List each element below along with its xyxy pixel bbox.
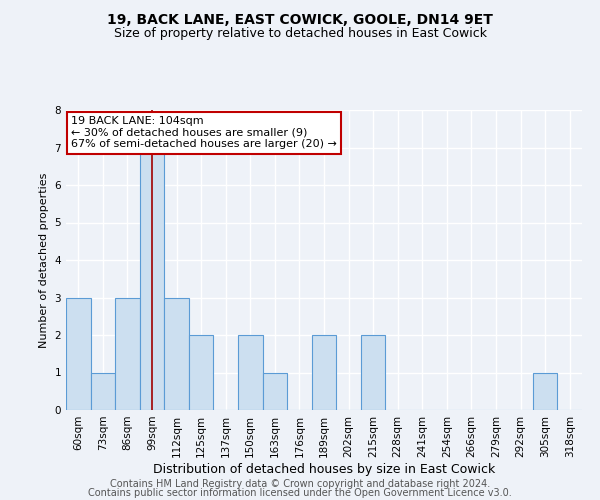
Text: Contains public sector information licensed under the Open Government Licence v3: Contains public sector information licen… xyxy=(88,488,512,498)
Text: 19 BACK LANE: 104sqm
← 30% of detached houses are smaller (9)
67% of semi-detach: 19 BACK LANE: 104sqm ← 30% of detached h… xyxy=(71,116,337,149)
Bar xyxy=(115,298,140,410)
Bar xyxy=(164,298,189,410)
Bar xyxy=(533,372,557,410)
Bar xyxy=(66,298,91,410)
Bar xyxy=(361,335,385,410)
Y-axis label: Number of detached properties: Number of detached properties xyxy=(39,172,49,348)
X-axis label: Distribution of detached houses by size in East Cowick: Distribution of detached houses by size … xyxy=(153,462,495,475)
Text: Size of property relative to detached houses in East Cowick: Size of property relative to detached ho… xyxy=(113,28,487,40)
Bar xyxy=(312,335,336,410)
Text: 19, BACK LANE, EAST COWICK, GOOLE, DN14 9ET: 19, BACK LANE, EAST COWICK, GOOLE, DN14 … xyxy=(107,12,493,26)
Text: Contains HM Land Registry data © Crown copyright and database right 2024.: Contains HM Land Registry data © Crown c… xyxy=(110,479,490,489)
Bar xyxy=(140,148,164,410)
Bar xyxy=(263,372,287,410)
Bar xyxy=(91,372,115,410)
Bar xyxy=(189,335,214,410)
Bar xyxy=(238,335,263,410)
